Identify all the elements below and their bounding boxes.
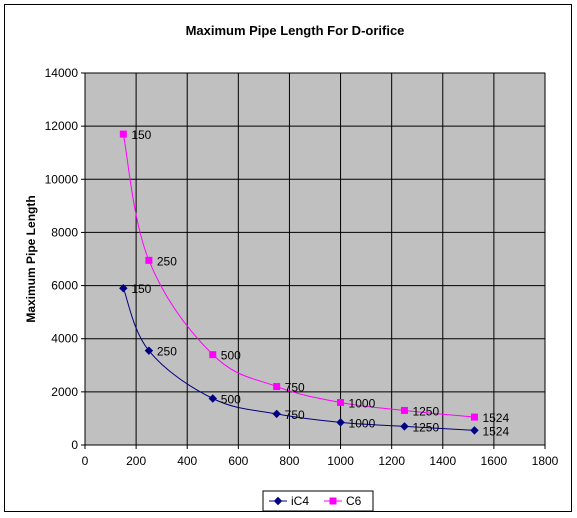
data-point-C6 bbox=[119, 130, 127, 138]
data-point-C6 bbox=[337, 398, 345, 406]
y-tick-label: 12000 bbox=[45, 119, 79, 133]
data-label-C6: 150 bbox=[131, 128, 151, 142]
data-point-iC4 bbox=[470, 426, 479, 435]
data-point-iC4 bbox=[336, 418, 345, 427]
data-label-iC4: 500 bbox=[221, 393, 241, 407]
plot-background bbox=[84, 72, 546, 446]
data-label-C6: 1250 bbox=[412, 404, 439, 418]
data-label-C6: 750 bbox=[285, 381, 305, 395]
data-label-iC4: 1524 bbox=[482, 424, 509, 438]
y-tick-label: 14000 bbox=[45, 66, 79, 80]
data-point-C6 bbox=[470, 413, 478, 421]
x-tick-label: 1400 bbox=[429, 454, 456, 468]
legend-marker-iC4 bbox=[273, 496, 283, 506]
y-tick-label: 2000 bbox=[51, 385, 78, 399]
data-point-C6 bbox=[209, 351, 217, 359]
y-tick-label: 0 bbox=[71, 438, 78, 452]
x-tick-label: 0 bbox=[82, 454, 89, 468]
data-point-iC4 bbox=[119, 284, 128, 293]
y-axis-label: Maximum Pipe Length bbox=[24, 195, 38, 322]
legend-box bbox=[262, 490, 374, 512]
data-label-iC4: 750 bbox=[285, 408, 305, 422]
y-tick-label: 10000 bbox=[45, 172, 79, 186]
data-point-iC4 bbox=[208, 394, 217, 403]
y-tick-label: 8000 bbox=[51, 225, 78, 239]
x-tick-label: 200 bbox=[126, 454, 146, 468]
x-tick-label: 1800 bbox=[532, 454, 559, 468]
x-tick-label: 1600 bbox=[481, 454, 508, 468]
chart-svg: Maximum Pipe Length For D-orifice Maximu… bbox=[24, 23, 559, 512]
data-point-C6 bbox=[400, 406, 408, 414]
data-label-C6: 1000 bbox=[349, 396, 376, 410]
legend-label-C6: C6 bbox=[346, 494, 362, 508]
chart-frame: Maximum Pipe Length For D-orifice Maximu… bbox=[4, 4, 572, 512]
data-point-iC4 bbox=[400, 422, 409, 431]
data-label-iC4: 250 bbox=[157, 345, 177, 359]
legend: iC4 C6 bbox=[262, 490, 374, 512]
data-point-iC4 bbox=[272, 409, 281, 419]
plot-area: 0 2000 4000 6000 8000 10000 12000 14000 0 200 400 6… bbox=[45, 66, 559, 468]
data-label-iC4: 1000 bbox=[349, 416, 376, 430]
data-point-iC4 bbox=[144, 346, 154, 355]
legend-marker-C6 bbox=[329, 497, 337, 505]
y-tick-label: 4000 bbox=[51, 332, 78, 346]
data-label-C6: 250 bbox=[157, 254, 177, 268]
data-label-iC4: 1250 bbox=[412, 420, 439, 434]
data-label-iC4: 150 bbox=[131, 282, 151, 296]
y-tick-label: 6000 bbox=[51, 279, 78, 293]
x-tick-label: 400 bbox=[177, 454, 197, 468]
x-tick-label: 600 bbox=[228, 454, 248, 468]
legend-label-iC4: iC4 bbox=[291, 494, 309, 508]
x-tick-label: 1000 bbox=[327, 454, 354, 468]
x-tick-label: 800 bbox=[279, 454, 299, 468]
data-point-C6 bbox=[273, 383, 281, 391]
data-label-C6: 500 bbox=[221, 349, 241, 363]
data-point-C6 bbox=[145, 256, 153, 264]
x-tick-label: 1200 bbox=[378, 454, 405, 468]
chart-title: Maximum Pipe Length For D-orifice bbox=[186, 23, 405, 38]
data-label-C6: 1524 bbox=[482, 411, 509, 425]
